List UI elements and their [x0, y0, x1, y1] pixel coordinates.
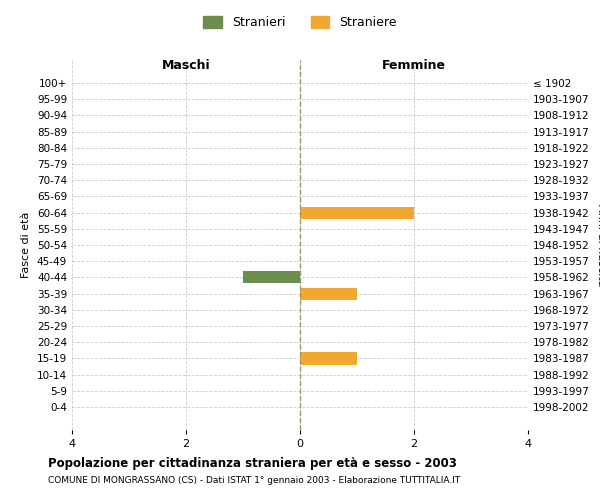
Bar — [300, 288, 357, 300]
Bar — [243, 272, 300, 283]
Bar — [300, 206, 414, 218]
Bar — [300, 352, 357, 364]
Text: Maschi: Maschi — [161, 58, 211, 71]
Y-axis label: Anni di nascita: Anni di nascita — [596, 204, 600, 286]
Text: Femmine: Femmine — [382, 58, 446, 71]
Y-axis label: Fasce di età: Fasce di età — [22, 212, 31, 278]
Legend: Stranieri, Straniere: Stranieri, Straniere — [198, 11, 402, 34]
Text: COMUNE DI MONGRASSANO (CS) - Dati ISTAT 1° gennaio 2003 - Elaborazione TUTTITALI: COMUNE DI MONGRASSANO (CS) - Dati ISTAT … — [48, 476, 460, 485]
Text: Popolazione per cittadinanza straniera per età e sesso - 2003: Popolazione per cittadinanza straniera p… — [48, 458, 457, 470]
